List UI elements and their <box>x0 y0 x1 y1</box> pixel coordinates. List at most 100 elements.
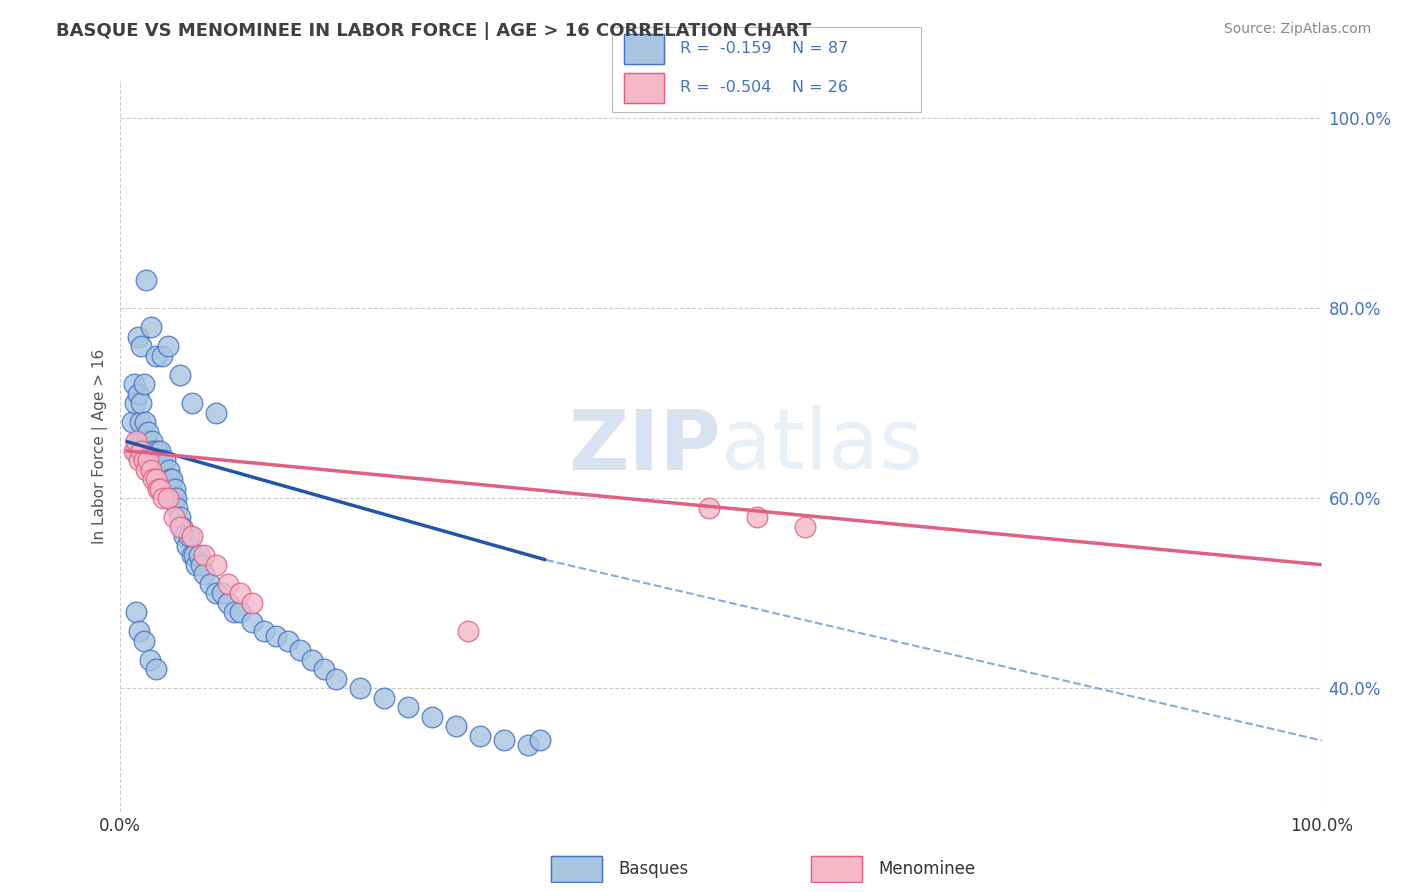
Point <box>444 719 467 733</box>
Point <box>162 510 184 524</box>
Point <box>183 548 205 562</box>
Point <box>152 472 174 486</box>
Text: Source: ZipAtlas.com: Source: ZipAtlas.com <box>1223 22 1371 37</box>
Point <box>169 368 191 382</box>
Point <box>132 633 155 648</box>
Point <box>170 520 193 534</box>
Point <box>529 733 551 747</box>
Point <box>138 653 160 667</box>
Point <box>211 586 233 600</box>
Point <box>186 558 208 572</box>
Point <box>127 386 149 401</box>
Point <box>373 690 395 705</box>
Point <box>136 453 159 467</box>
Point <box>138 453 160 467</box>
Point <box>204 406 226 420</box>
Point <box>142 472 165 486</box>
Point <box>145 472 167 486</box>
Text: R =  -0.504    N = 26: R = -0.504 N = 26 <box>679 80 848 95</box>
Point <box>138 443 160 458</box>
Text: Menominee: Menominee <box>879 860 976 878</box>
Point <box>190 558 212 572</box>
Point <box>128 624 150 639</box>
Point <box>139 453 162 467</box>
Point <box>124 396 146 410</box>
Point <box>129 443 152 458</box>
Point <box>240 615 263 629</box>
Point <box>129 339 152 353</box>
Point <box>139 320 162 334</box>
Point <box>149 443 172 458</box>
Point <box>156 472 179 486</box>
Point <box>145 463 167 477</box>
Point <box>159 472 181 486</box>
Point <box>143 453 166 467</box>
Point <box>468 729 492 743</box>
Point <box>240 596 263 610</box>
Point <box>169 510 191 524</box>
Point <box>142 443 165 458</box>
Text: R =  -0.159    N = 87: R = -0.159 N = 87 <box>679 41 848 56</box>
Point <box>156 339 179 353</box>
Point <box>127 330 149 344</box>
Point <box>288 643 311 657</box>
Point <box>228 586 252 600</box>
Point <box>349 681 371 696</box>
Point <box>121 415 143 429</box>
Point <box>457 624 479 639</box>
Point <box>138 425 160 439</box>
Point <box>132 453 155 467</box>
Text: atlas: atlas <box>720 406 922 486</box>
Point <box>156 491 179 506</box>
Point <box>222 605 245 619</box>
Point <box>150 453 173 467</box>
Text: ZIP: ZIP <box>568 406 720 486</box>
Point <box>173 529 195 543</box>
Point <box>152 491 174 506</box>
Bar <box>624 34 664 64</box>
Point <box>146 482 169 496</box>
Point <box>141 434 163 449</box>
Point <box>180 396 202 410</box>
Point <box>129 415 152 429</box>
Point <box>125 443 148 458</box>
Point <box>277 633 299 648</box>
Point <box>198 576 221 591</box>
Point <box>697 500 720 515</box>
Point <box>162 472 184 486</box>
Point <box>494 733 516 747</box>
Point <box>325 672 347 686</box>
Point <box>146 453 169 467</box>
Bar <box>624 34 664 64</box>
Point <box>150 349 173 363</box>
Point <box>176 539 198 553</box>
Point <box>180 548 202 562</box>
Point <box>228 605 252 619</box>
Point <box>145 349 167 363</box>
Point <box>134 415 156 429</box>
Bar <box>624 72 664 103</box>
Point <box>193 567 215 582</box>
Point <box>125 434 148 449</box>
Point <box>517 738 540 752</box>
Point <box>420 710 443 724</box>
Point <box>301 653 323 667</box>
Point <box>125 605 148 619</box>
Point <box>169 520 191 534</box>
Point <box>122 377 145 392</box>
Point <box>187 548 209 562</box>
Point <box>204 558 226 572</box>
Point <box>122 443 145 458</box>
Point <box>253 624 276 639</box>
Text: BASQUE VS MENOMINEE IN LABOR FORCE | AGE > 16 CORRELATION CHART: BASQUE VS MENOMINEE IN LABOR FORCE | AGE… <box>56 22 811 40</box>
Point <box>193 548 215 562</box>
Point <box>163 482 186 496</box>
Point <box>793 520 815 534</box>
Point <box>153 453 176 467</box>
Y-axis label: In Labor Force | Age > 16: In Labor Force | Age > 16 <box>93 349 108 543</box>
Point <box>160 482 183 496</box>
Point <box>217 596 239 610</box>
Point <box>128 453 150 467</box>
Point <box>166 500 188 515</box>
Point <box>128 434 150 449</box>
